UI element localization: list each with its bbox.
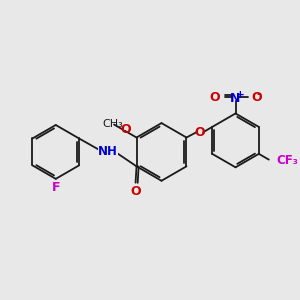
Text: CH₃: CH₃ — [103, 118, 124, 129]
Text: N: N — [230, 92, 241, 105]
Text: +: + — [236, 90, 244, 100]
Text: F: F — [52, 181, 60, 194]
Text: CF₃: CF₃ — [277, 154, 298, 167]
Text: O: O — [121, 123, 131, 136]
Text: O: O — [209, 91, 220, 103]
Text: O: O — [194, 126, 205, 139]
Text: NH: NH — [98, 145, 118, 158]
Text: O: O — [130, 184, 141, 198]
Text: -: - — [256, 88, 261, 101]
Text: O: O — [252, 91, 262, 103]
